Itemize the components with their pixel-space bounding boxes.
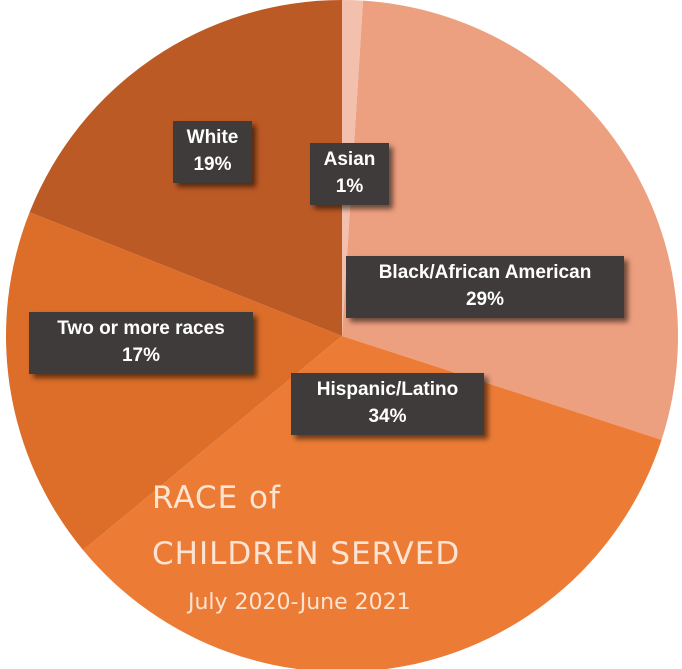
slice-label-white-pct: 19%	[193, 154, 232, 175]
slice-label-hispanic-name: Hispanic/Latino	[316, 379, 459, 400]
chart-title-line1: RACE of	[152, 480, 281, 516]
slice-label-asian-name: Asian	[323, 149, 376, 170]
slice-label-two-or-more: Two or more races 17%	[29, 312, 253, 374]
pie-slice-two-or-more-races	[6, 212, 343, 551]
slice-label-hispanic-pct: 34%	[368, 406, 407, 427]
pie-slice-hispanic-latino	[83, 336, 662, 669]
slice-label-black-name: Black/African American	[378, 262, 592, 283]
pie-slice-black-african-american	[342, 0, 679, 440]
slice-label-two-or-more-pct: 17%	[121, 345, 161, 366]
slice-label-black: Black/African American 29%	[346, 256, 624, 318]
slice-label-white: White 19%	[173, 121, 252, 183]
slice-label-hispanic: Hispanic/Latino 34%	[291, 373, 484, 435]
chart-subtitle: July 2020-June 2021	[188, 590, 411, 615]
slice-label-asian: Asian 1%	[310, 143, 389, 205]
chart-title-line2: CHILDREN SERVED	[152, 536, 461, 572]
slice-label-asian-pct: 1%	[335, 176, 364, 197]
slice-label-white-name: White	[186, 127, 239, 148]
slice-label-two-or-more-name: Two or more races	[57, 318, 225, 339]
slice-label-black-pct: 29%	[465, 289, 505, 310]
